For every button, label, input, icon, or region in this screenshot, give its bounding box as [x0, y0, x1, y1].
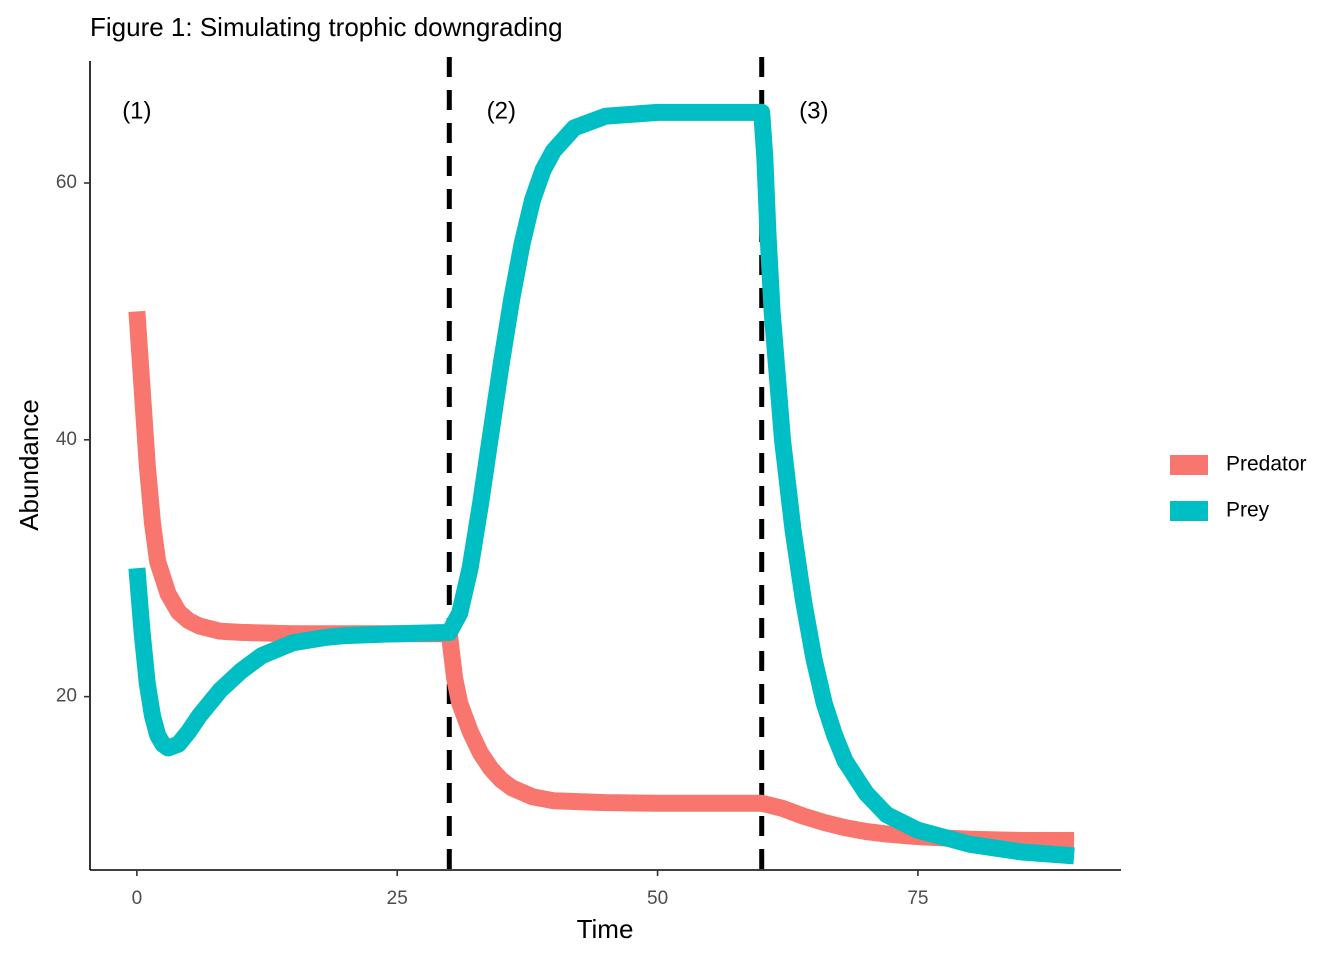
- phase-label-3: (3): [799, 98, 828, 125]
- plot-area: (1) (2) (3): [122, 57, 1075, 870]
- x-tick-label: 75: [907, 888, 928, 909]
- x-axis-ticks: 0 25 50 75: [132, 870, 928, 909]
- legend: Predator Prey: [1170, 453, 1307, 522]
- chart-title: Figure 1: Simulating trophic downgrading: [90, 12, 563, 42]
- series-line-prey: [128, 103, 1075, 865]
- y-axis-ticks: 20 40 60: [56, 172, 90, 707]
- x-axis-title: Time: [577, 914, 634, 944]
- legend-key-predator: [1170, 455, 1208, 475]
- phase-boundaries: [446, 57, 765, 870]
- phase-annotations: (1) (2) (3): [122, 98, 828, 125]
- legend-label-predator: Predator: [1226, 453, 1307, 476]
- phase-label-2: (2): [487, 98, 516, 125]
- legend-key-prey: [1170, 501, 1208, 521]
- y-tick-label: 60: [56, 172, 77, 193]
- x-tick-label: 0: [132, 888, 143, 909]
- y-axis-title: Abundance: [14, 399, 44, 531]
- phase-label-1: (1): [122, 98, 151, 125]
- series-line-predator: [128, 310, 1075, 849]
- legend-label-prey: Prey: [1226, 499, 1270, 522]
- x-tick-label: 25: [387, 888, 408, 909]
- series-lines: [128, 103, 1075, 865]
- y-tick-label: 20: [56, 686, 77, 707]
- y-tick-label: 40: [56, 429, 77, 450]
- x-tick-label: 50: [647, 888, 668, 909]
